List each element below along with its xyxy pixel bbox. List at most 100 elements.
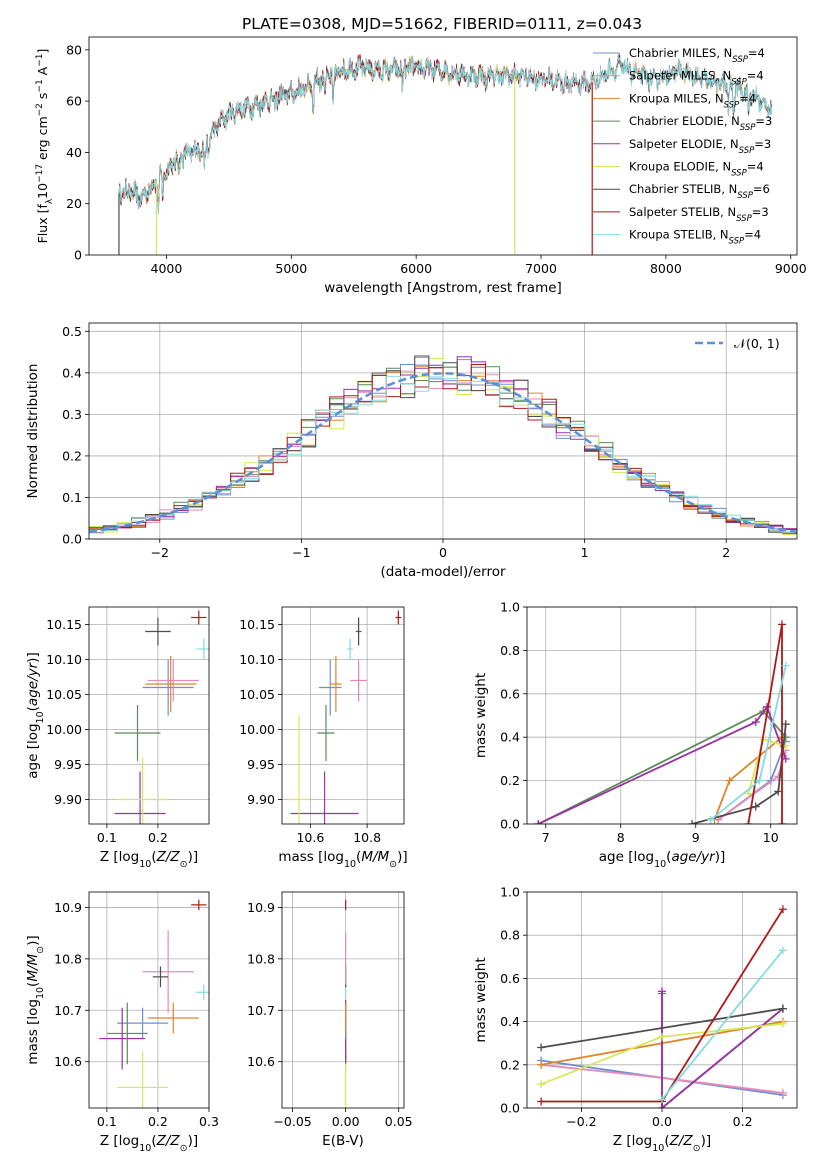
weight-series-chabrier-stelib xyxy=(688,720,790,824)
axes-frame xyxy=(88,891,210,1109)
x-axis-label: Z [log10(Z/Z⊙)] xyxy=(100,1133,198,1154)
y-tick-label: 10.10 xyxy=(46,652,82,667)
weight-marker xyxy=(778,1019,787,1028)
chart-residual-hist: −2 −1 0 1 2 0.0 0.1 0.2 0.3 0.4 0.5 𝒩(0, 1) (data-mo… xyxy=(25,322,798,580)
errorbar-point-chabrier-elodie xyxy=(114,705,161,761)
y-axis-label: Flux [fλ10−17 erg cm−2 s−1 A−1] xyxy=(35,49,55,244)
legend-label: Chabrier ELODIE, NSSP=3 xyxy=(629,114,772,133)
y-tick-label: 10.00 xyxy=(46,722,82,737)
x-tick-label: 0.00 xyxy=(332,1114,360,1129)
weight-marker xyxy=(781,720,790,729)
weight-marker xyxy=(781,754,790,763)
legend-label: Kroupa STELIB, NSSP=4 xyxy=(629,228,761,247)
weight-series-kroupa-elodie xyxy=(537,1019,787,1089)
errorbar-point-kroupa-stelib xyxy=(196,984,209,1000)
axes-frame xyxy=(88,606,210,825)
x-axis-label: wavelength [Angstrom, rest frame] xyxy=(324,280,562,296)
chart-mass-vs-ebv: −0.05 0.00 0.05 10.6 10.7 10.8 10.9 E(B-V) xyxy=(247,891,413,1149)
x-tick-label: 9 xyxy=(692,830,700,845)
errorbar-point-kroupa-miles xyxy=(145,656,197,712)
weight-series-chabrier-stelib xyxy=(537,1004,787,1052)
y-tick-label: 0.2 xyxy=(500,773,520,788)
weight-marker xyxy=(658,1032,666,1041)
weight-series-kroupa-stelib xyxy=(658,946,787,1104)
weight-marker xyxy=(688,820,696,824)
axes-frame xyxy=(526,891,798,1109)
errorbar-point-chabrier-miles xyxy=(142,659,194,716)
weight-marker xyxy=(537,1080,546,1089)
errorbar-point-salpeter-elodie xyxy=(290,771,359,824)
normal-curve xyxy=(89,372,797,533)
weight-marker xyxy=(778,620,786,629)
y-tick-label: 60 xyxy=(66,94,82,109)
errorbar-point-salpeter-stelib xyxy=(395,610,402,625)
x-axis-label: Z [log10(Z/Z⊙)] xyxy=(613,1133,711,1154)
plot-area xyxy=(287,610,402,824)
errorbar-point-kroupa-elodie xyxy=(117,1051,169,1108)
gridlines xyxy=(282,892,404,1108)
y-tick-label: 10.15 xyxy=(46,617,82,632)
weight-marker xyxy=(744,789,753,798)
errorbar-point-salpeter-stelib xyxy=(191,899,207,910)
figure-title: PLATE=0308, MJD=51662, FIBERID=0111, z=0… xyxy=(242,15,642,33)
y-axis-label: Normed distribution xyxy=(25,364,41,499)
weight-marker xyxy=(778,1004,787,1013)
x-axis-label: E(B-V) xyxy=(322,1133,364,1149)
weight-marker xyxy=(778,820,786,824)
x-axis-label: mass [log10(M/M⊙)] xyxy=(278,849,407,870)
weight-line xyxy=(661,949,784,1100)
errorbar-point-kroupa-elodie xyxy=(287,715,311,824)
y-tick-label: 20 xyxy=(66,196,82,211)
y-tick-label: 10.00 xyxy=(239,722,275,737)
errorbar-point-chabrier-elodie xyxy=(317,705,335,761)
y-tick-label: 0.8 xyxy=(500,643,520,658)
errorbar-point-chabrier-miles xyxy=(318,659,342,716)
x-tick-label: 1 xyxy=(581,545,589,560)
y-tick-label: 10.8 xyxy=(54,951,82,966)
y-tick-label: 10.9 xyxy=(247,900,275,915)
errorbar-point-salpeter-stelib xyxy=(191,610,207,625)
weight-line xyxy=(747,624,783,824)
errorbar-point-kroupa-elodie xyxy=(117,757,169,824)
weight-series-kroupa-stelib xyxy=(706,661,790,824)
x-tick-label: 9000 xyxy=(775,261,807,276)
histogram-legend: 𝒩(0, 1) xyxy=(695,336,780,351)
plot-area xyxy=(114,610,209,824)
y-tick-label: 0.6 xyxy=(500,971,520,986)
errorbar-point-salpeter-miles xyxy=(147,659,199,702)
spectrum-line-kroupa-stelib xyxy=(118,55,773,215)
weight-marker xyxy=(778,1088,787,1097)
x-tick-label: 0.2 xyxy=(148,1114,168,1129)
plot-area xyxy=(89,355,797,535)
x-axis-label: (data-model)/error xyxy=(380,564,506,580)
y-tick-label: 0 xyxy=(74,248,82,263)
y-tick-label: 0.4 xyxy=(500,1014,520,1029)
chart-mass-vs-z: 0.1 0.2 0.3 10.6 10.7 10.8 10.9 Z [log10(Z/Z⊙)]… xyxy=(25,891,219,1154)
x-tick-label: 2 xyxy=(722,545,730,560)
y-tick-label: 0.2 xyxy=(62,448,82,463)
y-tick-label: 10.7 xyxy=(54,1003,82,1018)
y-tick-label: 10.6 xyxy=(54,1054,82,1069)
y-tick-label: 10.10 xyxy=(239,652,275,667)
legend-label: Salpeter STELIB, NSSP=3 xyxy=(629,205,769,224)
weight-marker xyxy=(778,905,787,914)
weight-marker xyxy=(781,661,790,670)
x-tick-label: 10.6 xyxy=(296,830,324,845)
y-axis-label: mass weight xyxy=(473,673,489,758)
y-tick-label: 9.90 xyxy=(54,792,82,807)
y-tick-label: 0.2 xyxy=(500,1057,520,1072)
axes-frame xyxy=(88,322,798,540)
y-tick-label: 10.9 xyxy=(54,900,82,915)
y-tick-label: 1.0 xyxy=(500,600,520,615)
weight-marker xyxy=(725,776,734,785)
y-tick-label: 80 xyxy=(66,42,82,57)
x-tick-label: 0.3 xyxy=(199,1114,219,1129)
y-tick-label: 0.6 xyxy=(500,686,520,701)
weight-marker xyxy=(706,815,715,824)
legend-label: 𝒩(0, 1) xyxy=(734,336,780,351)
legend-label: Kroupa MILES, NSSP=4 xyxy=(629,91,756,110)
legend-label: Chabrier STELIB, NSSP=6 xyxy=(629,182,770,201)
y-tick-label: 10.6 xyxy=(247,1054,275,1069)
legend-label: Salpeter ELODIE, NSSP=3 xyxy=(629,137,771,156)
